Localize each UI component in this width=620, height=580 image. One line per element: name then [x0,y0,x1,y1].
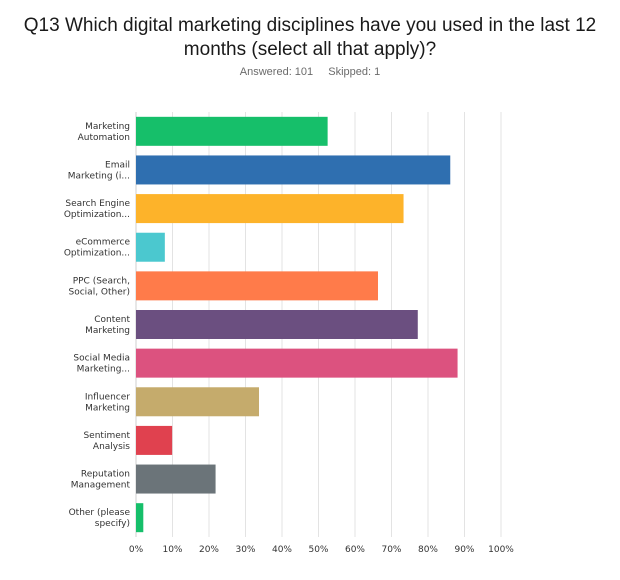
x-tick-label: 30% [235,545,255,555]
category-label: Marketing [85,122,130,132]
x-tick-label: 100% [488,545,514,555]
category-label: Influencer [85,392,130,402]
category-label: Reputation [81,470,130,480]
bar [136,464,216,494]
chart-title: Q13 Which digital marketing disciplines … [0,14,620,62]
x-tick-label: 90% [454,545,474,555]
bar [136,387,260,417]
category-label: Email [105,160,130,170]
category-label: Marketing... [77,365,130,375]
skipped-count: Skipped: 1 [328,66,381,78]
x-tick-label: 10% [162,545,182,555]
bar [136,348,458,378]
bar [136,116,328,146]
x-tick-label: 70% [381,545,401,555]
category-label: Sentiment [83,431,130,441]
x-tick-label: 50% [308,545,328,555]
category-label: Search Engine [65,199,130,209]
category-label: Marketing (i... [68,171,130,181]
x-tick-label: 20% [199,545,219,555]
bar [136,155,451,185]
category-label: Marketing [85,326,130,336]
chart-title-line-1: Q13 Which digital marketing disciplines … [23,15,597,36]
category-label: Optimization... [64,210,130,220]
category-label: Management [71,481,131,491]
bar [136,271,378,301]
category-label: Social Media [73,354,130,364]
x-tick-label: 0% [129,545,144,555]
category-label: Marketing [85,403,130,413]
x-tick-label: 60% [345,545,365,555]
x-tick-label: 40% [272,545,292,555]
bar [136,310,418,339]
bar [136,425,173,455]
category-label: Content [94,315,130,325]
category-label: Other (please [69,508,131,518]
x-tick-label: 80% [418,545,438,555]
category-label: eCommerce [76,238,131,248]
category-label: Optimization... [64,249,130,259]
category-label: Analysis [93,442,130,452]
bar [136,232,165,262]
bar [136,194,404,224]
response-stats: Answered: 101 Skipped: 1 [0,66,620,78]
category-label: Social, Other) [69,287,130,297]
bar [136,503,144,533]
answered-count: Answered: 101 [239,66,314,78]
category-label: PPC (Search, [73,276,130,286]
category-label: specify) [95,519,130,529]
category-label: Automation [78,133,130,143]
chart-title-line-2: months (select all that apply)? [183,39,437,60]
